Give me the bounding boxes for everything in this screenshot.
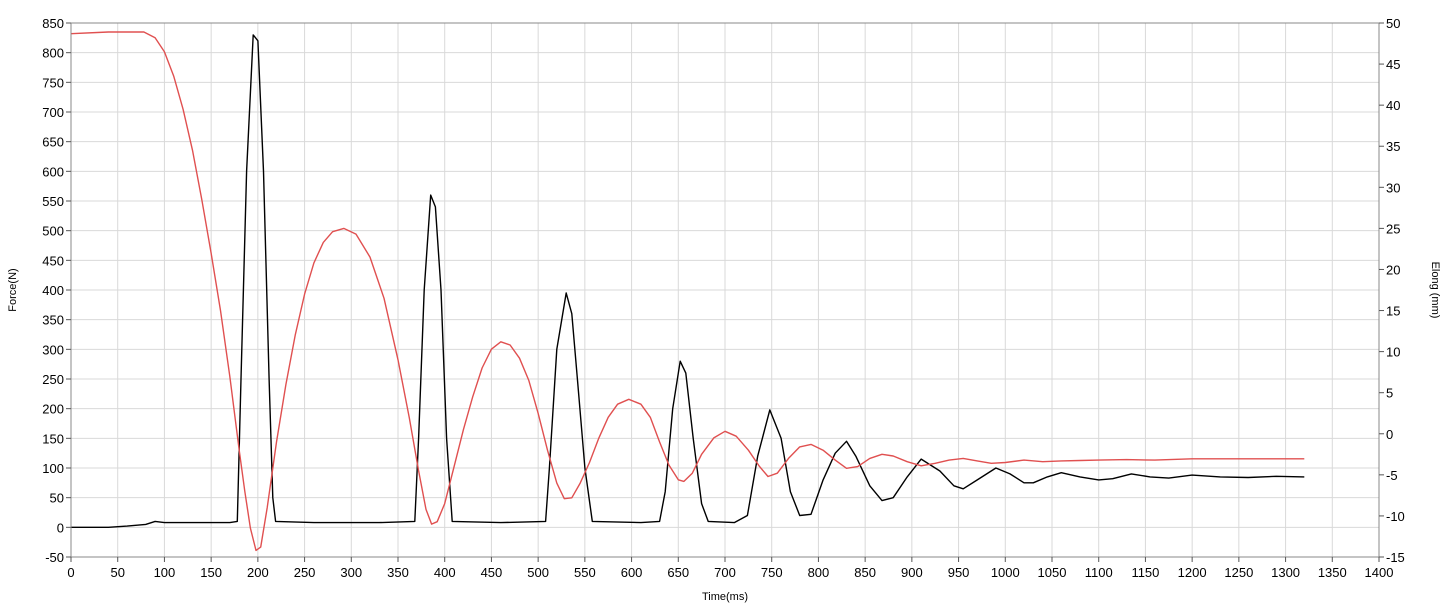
x-tick-label-15: 750 (761, 565, 783, 580)
yl-tick-label-6: 250 (42, 372, 64, 387)
left-y-axis-title: Force(N) (7, 268, 19, 311)
x-tick-label-24: 1200 (1178, 565, 1207, 580)
yr-tick-label-11: 40 (1386, 98, 1400, 113)
x-tick-label-11: 550 (574, 565, 596, 580)
yr-tick-label-12: 45 (1386, 57, 1400, 72)
yl-tick-label-18: 850 (42, 16, 64, 31)
yl-tick-label-13: 600 (42, 164, 64, 179)
x-tick-label-7: 350 (387, 565, 409, 580)
yl-tick-label-3: 100 (42, 461, 64, 476)
left-y-axis-ticks: -50 0 50 100 150 200 250 300 350 400 450 500 550 600 6… (42, 16, 71, 565)
x-tick-label-12: 600 (621, 565, 643, 580)
yr-tick-label-8: 25 (1386, 221, 1400, 236)
yr-tick-label-5: 10 (1386, 345, 1400, 360)
series-layer (70, 31, 1305, 552)
x-tick-label-17: 850 (854, 565, 876, 580)
x-tick-label-22: 1100 (1085, 565, 1113, 580)
x-tick-label-21: 1050 (1038, 565, 1067, 580)
series-line-force (71, 34, 1305, 528)
x-tick-label-4: 200 (247, 565, 269, 580)
x-axis-title: Time(ms) (702, 591, 748, 603)
yr-tick-label-0: -15 (1386, 550, 1405, 565)
x-tick-label-6: 300 (340, 565, 362, 580)
yl-tick-label-10: 450 (42, 253, 64, 268)
x-tick-label-26: 1300 (1271, 565, 1300, 580)
yl-tick-label-17: 800 (42, 46, 64, 61)
yr-tick-label-1: -10 (1386, 509, 1405, 524)
right-y-axis-ticks: -15 -10 -5 0 5 10 15 20 25 30 35 40 45 50 (1379, 16, 1405, 565)
yl-tick-label-5: 200 (42, 402, 64, 417)
x-tick-label-27: 1350 (1318, 565, 1347, 580)
x-tick-label-25: 1250 (1224, 565, 1253, 580)
yr-tick-label-3: 0 (1386, 427, 1393, 442)
x-tick-label-16: 800 (808, 565, 830, 580)
yl-tick-label-1: 0 (57, 520, 64, 535)
grid-lines (70, 22, 1380, 558)
x-tick-label-5: 250 (294, 565, 316, 580)
yl-tick-label-0: -50 (45, 550, 64, 565)
x-tick-label-10: 500 (527, 565, 549, 580)
x-tick-label-1: 50 (110, 565, 124, 580)
yl-tick-label-9: 400 (42, 283, 64, 298)
yl-tick-label-15: 700 (42, 105, 64, 120)
x-tick-label-23: 1150 (1131, 565, 1159, 580)
yr-tick-label-10: 35 (1386, 139, 1400, 154)
x-tick-label-19: 950 (948, 565, 970, 580)
x-tick-label-18: 900 (901, 565, 923, 580)
yr-tick-label-9: 30 (1386, 180, 1400, 195)
yl-tick-label-14: 650 (42, 135, 64, 150)
x-tick-label-20: 1000 (991, 565, 1020, 580)
x-tick-label-14: 700 (714, 565, 736, 580)
yl-tick-label-4: 150 (42, 431, 64, 446)
x-axis-ticks: 0 50 100 150 200 250 300 350 400 450 500 550 600 650 7… (67, 557, 1393, 580)
yr-tick-label-6: 15 (1386, 304, 1400, 319)
series-line-elongation (70, 31, 1305, 552)
yl-tick-label-8: 350 (42, 313, 64, 328)
right-y-axis-title: Elong (mm) (1429, 262, 1441, 319)
yl-tick-label-16: 750 (42, 75, 64, 90)
yl-tick-label-2: 50 (50, 491, 64, 506)
yl-tick-label-7: 300 (42, 342, 64, 357)
x-tick-label-28: 1400 (1365, 565, 1394, 580)
yl-tick-label-12: 550 (42, 194, 64, 209)
x-tick-label-8: 400 (434, 565, 456, 580)
yl-tick-label-11: 500 (42, 224, 64, 239)
x-tick-label-3: 150 (200, 565, 222, 580)
yr-tick-label-4: 5 (1386, 386, 1393, 401)
yr-tick-label-13: 50 (1386, 16, 1400, 31)
x-tick-label-0: 0 (67, 565, 74, 580)
x-tick-label-2: 100 (154, 565, 176, 580)
yr-tick-label-7: 20 (1386, 262, 1400, 277)
x-tick-label-9: 450 (481, 565, 503, 580)
yr-tick-label-2: -5 (1386, 468, 1398, 483)
x-tick-label-13: 650 (667, 565, 689, 580)
